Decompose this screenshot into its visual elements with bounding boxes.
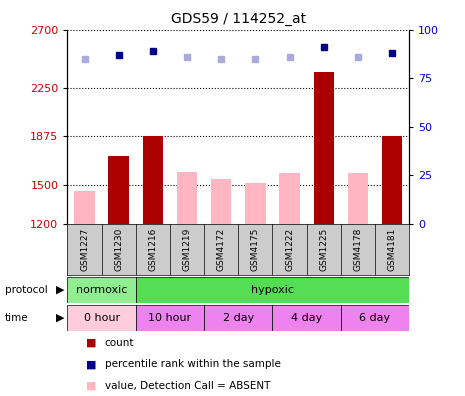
Bar — [245, 183, 266, 224]
Bar — [313, 72, 334, 224]
Text: protocol: protocol — [5, 285, 47, 295]
Bar — [211, 179, 232, 224]
Text: time: time — [5, 313, 28, 323]
Text: normoxic: normoxic — [76, 285, 127, 295]
Text: 0 hour: 0 hour — [84, 313, 120, 323]
Bar — [67, 305, 136, 331]
Bar — [136, 277, 409, 303]
Text: GSM4181: GSM4181 — [388, 228, 397, 271]
Text: GSM4178: GSM4178 — [353, 228, 362, 271]
Bar — [67, 277, 136, 303]
Text: GSM1227: GSM1227 — [80, 228, 89, 271]
Text: 4 day: 4 day — [291, 313, 322, 323]
Text: 2 day: 2 day — [223, 313, 254, 323]
Text: ▶: ▶ — [56, 313, 65, 323]
Bar — [279, 173, 300, 224]
Text: ■: ■ — [86, 337, 97, 348]
Bar — [341, 305, 409, 331]
Bar — [143, 136, 163, 224]
Bar — [136, 305, 204, 331]
Text: ■: ■ — [86, 381, 97, 391]
Text: GSM1222: GSM1222 — [285, 228, 294, 271]
Bar — [108, 156, 129, 224]
Bar — [382, 136, 402, 224]
Text: GSM4175: GSM4175 — [251, 228, 260, 271]
Bar — [348, 173, 368, 224]
Bar — [74, 191, 95, 224]
Text: ▶: ▶ — [56, 285, 65, 295]
Text: 10 hour: 10 hour — [148, 313, 192, 323]
Text: ■: ■ — [86, 359, 97, 369]
Text: value, Detection Call = ABSENT: value, Detection Call = ABSENT — [105, 381, 270, 391]
Bar — [177, 172, 197, 224]
Text: percentile rank within the sample: percentile rank within the sample — [105, 359, 280, 369]
Text: GSM1230: GSM1230 — [114, 228, 123, 271]
Bar — [272, 305, 341, 331]
Bar — [204, 305, 272, 331]
Text: 6 day: 6 day — [359, 313, 391, 323]
Text: GSM4172: GSM4172 — [217, 228, 226, 271]
Text: GSM1225: GSM1225 — [319, 228, 328, 271]
Text: GDS59 / 114252_at: GDS59 / 114252_at — [171, 12, 306, 26]
Text: GSM1219: GSM1219 — [183, 228, 192, 271]
Text: count: count — [105, 337, 134, 348]
Text: hypoxic: hypoxic — [251, 285, 294, 295]
Text: GSM1216: GSM1216 — [148, 228, 157, 271]
